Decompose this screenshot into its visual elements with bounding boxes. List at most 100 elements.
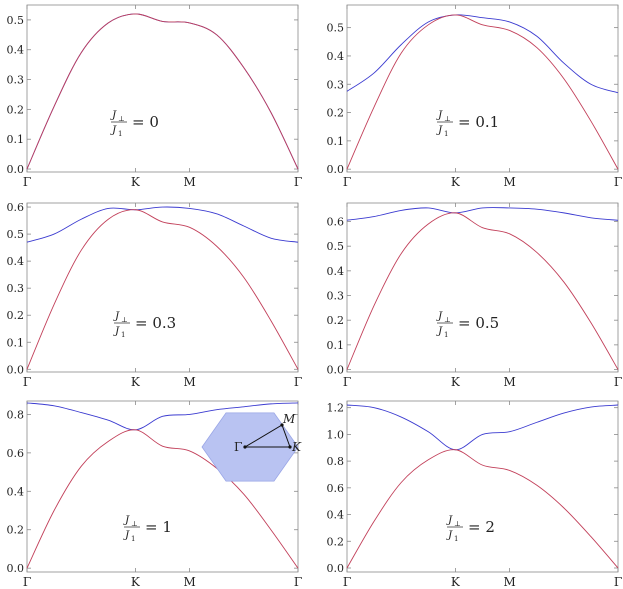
x-tick-label: Γ — [343, 375, 351, 389]
y-tick-label: 0.0 — [327, 364, 345, 377]
x-tick-label: K — [131, 575, 141, 589]
ratio-denominator-sub: 1 — [121, 331, 125, 339]
path-vertex — [280, 423, 284, 427]
ratio-numerator: J — [123, 514, 130, 526]
chart-panel-4: 0.00.10.20.30.40.50.6Γ K M ΓJ ⊥J 1= 0.5 — [327, 202, 622, 389]
ratio-numerator: J — [436, 109, 443, 121]
y-tick-label: 0.0 — [7, 562, 25, 575]
upper-band-line — [346, 404, 619, 451]
x-tick-label: M — [503, 175, 515, 189]
lower-band-line — [346, 14, 619, 170]
ratio-numerator-sub: ⊥ — [121, 316, 128, 324]
ratio-denominator-sub: 1 — [444, 130, 448, 138]
y-tick-label: 0.5 — [327, 240, 345, 253]
upper-band-line — [346, 207, 619, 221]
y-tick-label: 0.5 — [7, 14, 25, 27]
ratio-denominator-sub: 1 — [444, 331, 448, 339]
x-tick-label: Γ — [343, 175, 351, 189]
y-tick-label: 0.3 — [327, 290, 345, 303]
ratio-denominator: J — [436, 124, 443, 136]
y-tick-label: 0.2 — [7, 524, 25, 537]
x-tick-label: M — [183, 375, 195, 389]
brillouin-zone-inset: Γ MK — [201, 412, 302, 482]
y-tick-label: 0.4 — [327, 50, 345, 63]
y-tick-label: 0.4 — [327, 509, 345, 522]
ratio-denominator-sub: 1 — [454, 535, 458, 543]
y-tick-label: 1.0 — [327, 428, 345, 441]
x-tick-label: Γ — [614, 175, 622, 189]
ratio-annotation: J ⊥J 1= 0.5 — [436, 310, 499, 339]
chart-panel-2: 0.00.10.20.30.40.5Γ K M ΓJ ⊥J 1= 0.1 — [327, 4, 622, 189]
y-tick-label: 0.6 — [7, 447, 25, 460]
ratio-value: = 1 — [145, 518, 172, 536]
ratio-denominator-sub: 1 — [118, 130, 122, 138]
plot-frame — [26, 4, 299, 173]
y-tick-label: 0.4 — [327, 265, 345, 278]
y-tick-label: 0.2 — [327, 107, 345, 120]
ratio-value: = 0.5 — [458, 314, 499, 332]
plot-frame — [346, 4, 619, 173]
y-tick-label: 0.0 — [7, 163, 25, 176]
lower-band-line — [26, 13, 299, 170]
lower-band-line — [346, 212, 619, 370]
x-tick-label: M — [183, 175, 195, 189]
y-tick-label: 0.4 — [7, 255, 25, 268]
plot-frame — [346, 202, 619, 373]
x-tick-label: K — [131, 175, 141, 189]
x-tick-label: M — [503, 375, 515, 389]
y-tick-label: 0.1 — [7, 336, 25, 349]
path-triangle — [243, 424, 291, 448]
ratio-denominator-sub: 1 — [131, 535, 135, 543]
y-tick-label: 0.5 — [327, 22, 345, 35]
x-tick-label: Γ — [23, 375, 31, 389]
y-tick-label: 0.3 — [327, 78, 345, 91]
ratio-numerator-sub: ⊥ — [444, 115, 451, 123]
x-tick-label: Γ — [343, 575, 351, 589]
x-tick-label: Γ — [294, 575, 302, 589]
ratio-annotation: J ⊥J 1= 0.3 — [113, 310, 176, 339]
y-tick-label: 0.4 — [7, 485, 25, 498]
ratio-numerator: J — [113, 310, 120, 322]
y-tick-label: 0.8 — [7, 408, 25, 421]
y-tick-label: 0.8 — [327, 455, 345, 468]
x-tick-label: Γ — [294, 175, 302, 189]
y-tick-label: 0.1 — [327, 135, 345, 148]
ratio-annotation: J ⊥J 1= 1 — [123, 514, 172, 543]
plot-frame — [26, 202, 299, 373]
y-tick-label: 0.6 — [7, 201, 25, 214]
x-tick-label: M — [183, 575, 195, 589]
ratio-numerator-sub: ⊥ — [454, 520, 461, 528]
plot-frame — [346, 400, 619, 573]
x-tick-label: Γ — [294, 375, 302, 389]
y-tick-label: 0.2 — [327, 535, 345, 548]
chart-panel-6: 0.00.20.40.60.81.01.2Γ K M ΓJ ⊥J 1= 2 — [327, 400, 622, 589]
ratio-value: = 0.1 — [458, 113, 499, 131]
x-tick-label: K — [131, 375, 141, 389]
path-vertex — [288, 445, 292, 449]
upper-band-line — [26, 206, 299, 243]
y-tick-label: 0.3 — [7, 74, 25, 87]
y-tick-label: 0.4 — [7, 44, 25, 57]
y-tick-label: 0.0 — [327, 562, 345, 575]
lower-band-line — [26, 429, 299, 569]
x-tick-label: M — [503, 575, 515, 589]
inset-label-k: K — [291, 440, 302, 454]
path-vertex — [243, 445, 247, 449]
y-tick-label: 0.5 — [7, 228, 25, 241]
y-tick-label: 0.3 — [7, 282, 25, 295]
upper-band-line — [346, 14, 619, 94]
chart-panel-1: 0.00.10.20.30.40.5Γ K M ΓJ ⊥J 1= 0 — [7, 4, 302, 189]
upper-band-line — [26, 13, 299, 170]
ratio-value: = 0 — [132, 113, 159, 131]
x-tick-label: K — [451, 175, 461, 189]
y-tick-label: 0.2 — [7, 309, 25, 322]
lower-band-line — [346, 449, 619, 569]
x-tick-label: K — [451, 575, 461, 589]
lower-band-line — [26, 209, 299, 370]
ratio-numerator-sub: ⊥ — [131, 520, 138, 528]
y-tick-label: 0.0 — [7, 363, 25, 376]
y-tick-label: 0.1 — [7, 133, 25, 146]
y-tick-label: 0.1 — [327, 339, 345, 352]
